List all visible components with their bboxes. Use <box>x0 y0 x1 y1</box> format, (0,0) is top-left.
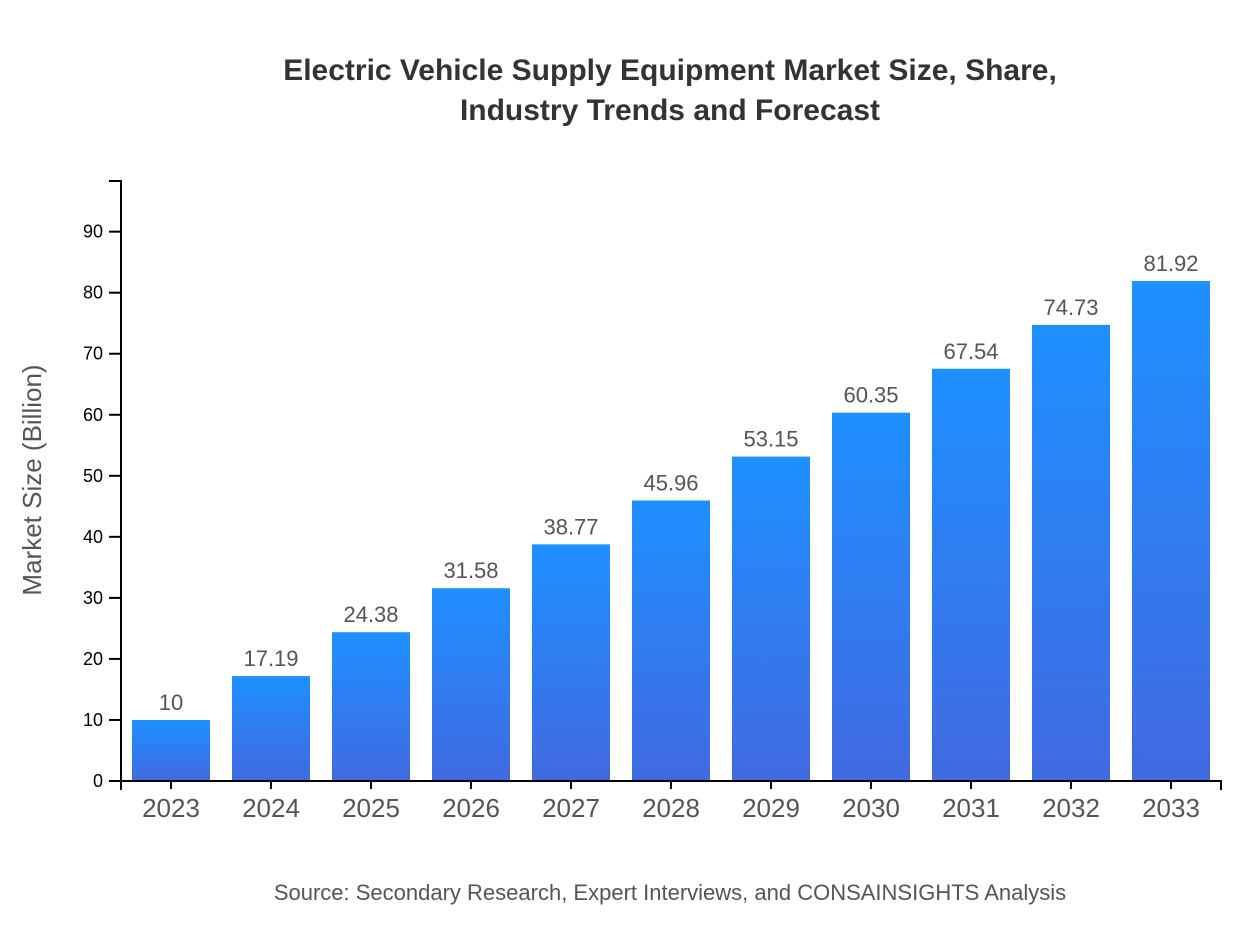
y-tick-label: 30 <box>83 588 103 608</box>
bar-2030 <box>832 412 910 781</box>
y-tick-label: 10 <box>83 710 103 730</box>
x-axis <box>120 780 1222 790</box>
bar-2026 <box>432 588 510 781</box>
source-note: Source: Secondary Research, Expert Inter… <box>274 880 1066 905</box>
data-label-2023: 10 <box>159 690 183 715</box>
bar-2027 <box>532 544 610 781</box>
bar-2025 <box>332 632 410 781</box>
data-label-2033: 81.92 <box>1143 251 1198 276</box>
data-label-2030: 60.35 <box>843 383 898 408</box>
bar-2023 <box>132 719 210 781</box>
bar-2033 <box>1132 280 1210 781</box>
data-label-2025: 24.38 <box>343 602 398 627</box>
y-tick-label: 0 <box>93 771 103 791</box>
data-label-2024: 17.19 <box>243 646 298 671</box>
x-tick-label: 2026 <box>442 793 500 823</box>
x-tick-label: 2023 <box>142 793 200 823</box>
y-axis-label: Market Size (Billion) <box>17 364 47 595</box>
bar-2031 <box>932 368 1010 781</box>
bar-2029 <box>732 456 810 781</box>
y-tick-label: 70 <box>83 344 103 364</box>
data-label-2029: 53.15 <box>743 427 798 452</box>
data-label-2026: 31.58 <box>443 558 498 583</box>
y-axis <box>109 180 122 782</box>
data-label-2028: 45.96 <box>643 470 698 495</box>
y-tick-label: 60 <box>83 405 103 425</box>
y-tick-label: 40 <box>83 527 103 547</box>
x-tick-label: 2029 <box>742 793 800 823</box>
data-label-2032: 74.73 <box>1043 295 1098 320</box>
y-tick-label: 80 <box>83 283 103 303</box>
chart-title-line-2: Industry Trends and Forecast <box>460 94 880 127</box>
y-tick-label: 20 <box>83 649 103 669</box>
chart-title-line-1: Electric Vehicle Supply Equipment Market… <box>283 54 1057 87</box>
data-label-2027: 38.77 <box>543 514 598 539</box>
bar-2028 <box>632 500 710 781</box>
x-tick-label: 2032 <box>1042 793 1100 823</box>
y-tick-label: 90 <box>83 222 103 242</box>
data-label-2031: 67.54 <box>943 339 998 364</box>
x-tick-label: 2031 <box>942 793 1000 823</box>
bar-2024 <box>232 676 310 781</box>
y-tick-label: 50 <box>83 466 103 486</box>
x-tick-label: 2030 <box>842 793 900 823</box>
x-tick-label: 2028 <box>642 793 700 823</box>
x-tick-label: 2025 <box>342 793 400 823</box>
x-tick-label: 2033 <box>1142 793 1200 823</box>
bar-2032 <box>1032 324 1110 781</box>
x-tick-label: 2027 <box>542 793 600 823</box>
x-tick-label: 2024 <box>242 793 300 823</box>
